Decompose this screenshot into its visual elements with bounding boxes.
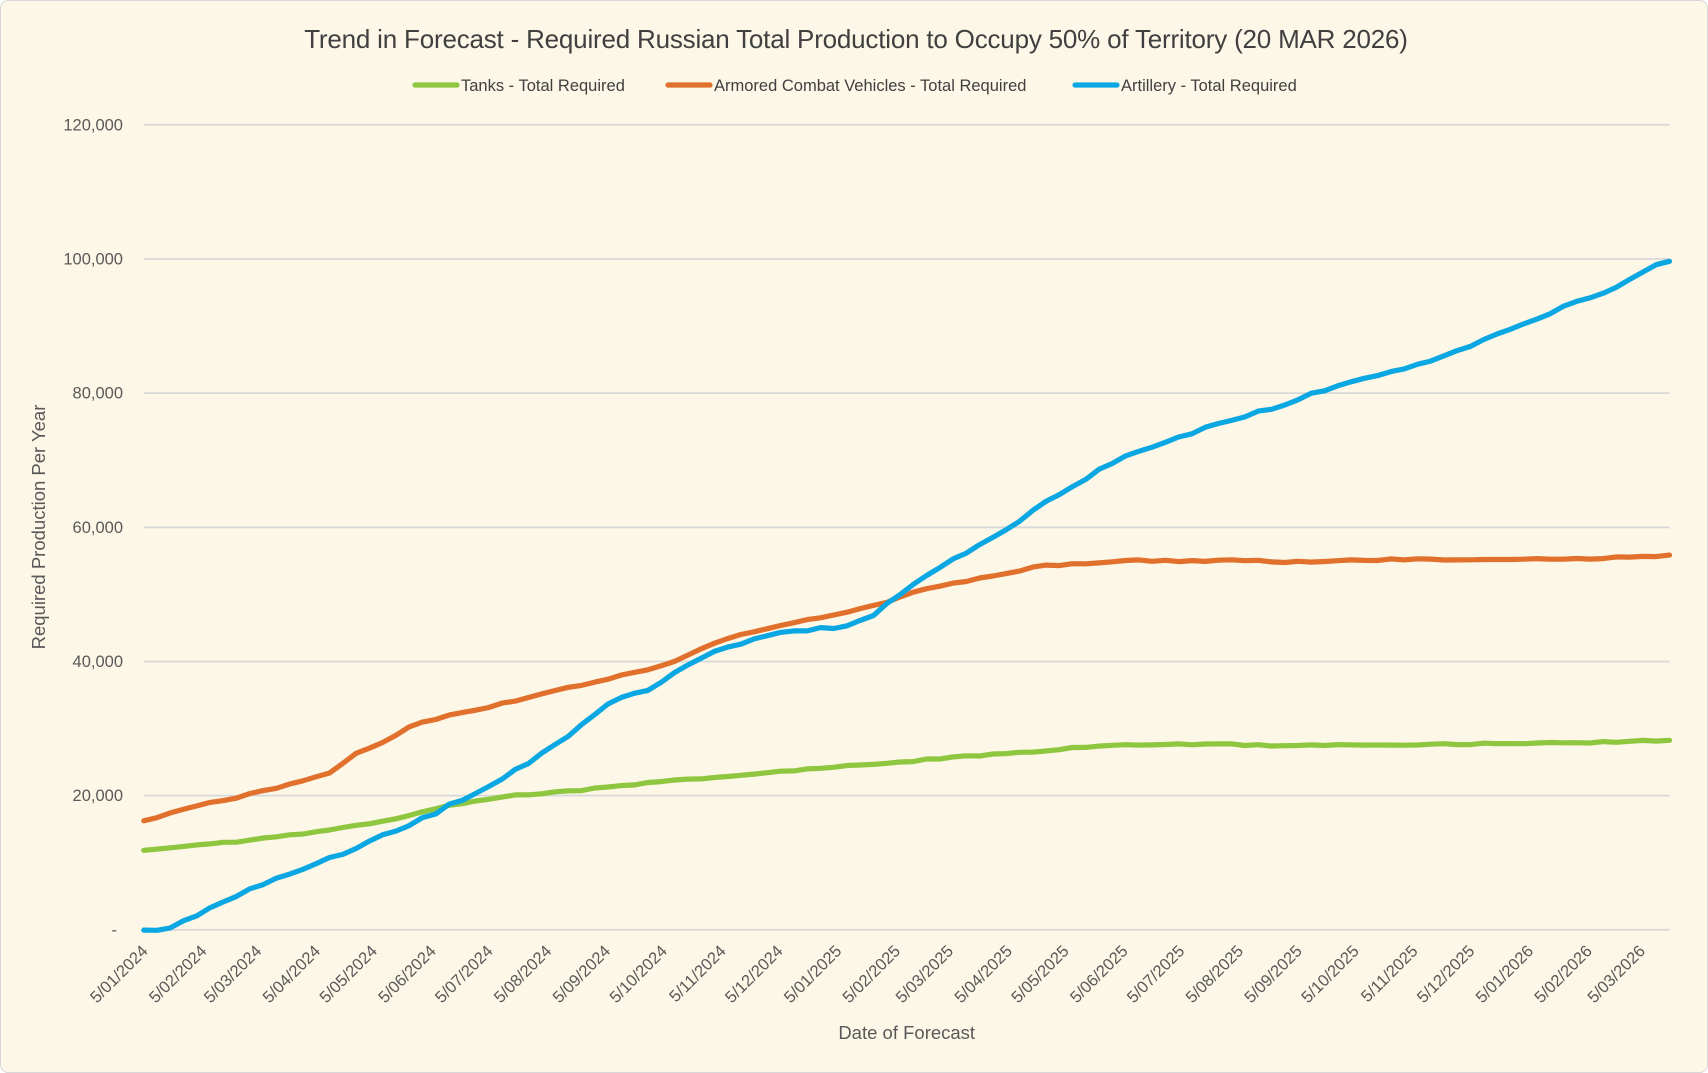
svg-text:Artillery - Total Required: Artillery - Total Required: [1121, 77, 1297, 95]
svg-text:5/07/2025: 5/07/2025: [1124, 943, 1189, 1008]
svg-text:80,000: 80,000: [73, 385, 123, 403]
svg-text:120,000: 120,000: [64, 117, 124, 135]
svg-text:5/11/2024: 5/11/2024: [666, 943, 730, 1007]
svg-text:5/04/2024: 5/04/2024: [260, 943, 325, 1008]
svg-text:5/05/2025: 5/05/2025: [1009, 943, 1074, 1008]
svg-text:Required Production Per Year: Required Production Per Year: [28, 405, 49, 650]
svg-text:5/10/2025: 5/10/2025: [1299, 943, 1364, 1008]
svg-text:5/10/2024: 5/10/2024: [607, 943, 672, 1008]
svg-text:20,000: 20,000: [73, 788, 123, 806]
svg-text:100,000: 100,000: [64, 251, 124, 269]
svg-text:5/07/2024: 5/07/2024: [432, 943, 497, 1008]
svg-text:5/03/2026: 5/03/2026: [1585, 943, 1650, 1008]
svg-text:5/02/2024: 5/02/2024: [146, 943, 211, 1008]
svg-text:5/08/2024: 5/08/2024: [491, 943, 556, 1008]
svg-text:5/04/2025: 5/04/2025: [952, 943, 1017, 1008]
svg-text:5/12/2024: 5/12/2024: [722, 943, 787, 1008]
svg-text:5/03/2024: 5/03/2024: [201, 943, 266, 1008]
svg-text:5/06/2025: 5/06/2025: [1067, 943, 1132, 1008]
svg-text:5/03/2025: 5/03/2025: [893, 943, 958, 1008]
svg-text:-: -: [112, 922, 118, 940]
svg-text:5/06/2024: 5/06/2024: [376, 943, 441, 1008]
svg-text:5/09/2024: 5/09/2024: [550, 943, 615, 1008]
svg-text:5/01/2024: 5/01/2024: [87, 943, 152, 1008]
svg-text:5/01/2025: 5/01/2025: [781, 943, 846, 1008]
svg-text:5/09/2025: 5/09/2025: [1242, 943, 1307, 1008]
svg-text:Trend in Forecast - Required R: Trend in Forecast - Required Russian Tot…: [305, 24, 1409, 54]
svg-text:5/08/2025: 5/08/2025: [1183, 943, 1248, 1008]
svg-text:60,000: 60,000: [73, 519, 123, 537]
svg-text:5/01/2026: 5/01/2026: [1473, 943, 1538, 1008]
svg-text:Date of Forecast: Date of Forecast: [839, 1022, 976, 1043]
svg-text:5/05/2024: 5/05/2024: [317, 943, 382, 1008]
svg-text:Tanks - Total Required: Tanks - Total Required: [461, 77, 625, 95]
svg-text:40,000: 40,000: [73, 653, 123, 671]
svg-text:Armored Combat Vehicles - Tota: Armored Combat Vehicles - Total Required: [714, 77, 1026, 95]
svg-text:5/11/2025: 5/11/2025: [1358, 943, 1422, 1007]
svg-text:5/12/2025: 5/12/2025: [1414, 943, 1479, 1008]
